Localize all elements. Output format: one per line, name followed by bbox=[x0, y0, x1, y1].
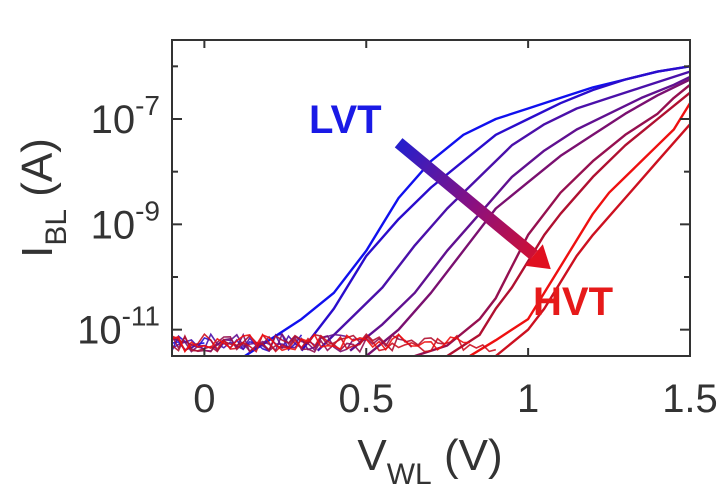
y-axis-label-sub: BL bbox=[40, 209, 73, 246]
series-line-curve-2 bbox=[300, 65, 690, 352]
x-axis-label-main: V bbox=[357, 431, 387, 480]
x-axis-label-unit: (V) bbox=[432, 431, 503, 480]
x-tick-label: 1.5 bbox=[662, 377, 718, 421]
y-axis-label: IBL (A) bbox=[13, 138, 73, 258]
noise-floor-curve-6 bbox=[172, 334, 413, 354]
series-line-curve-7 bbox=[446, 91, 690, 356]
series-line-curve-1 bbox=[242, 65, 690, 356]
series-line-curve-5 bbox=[365, 78, 690, 356]
series-line-curve-3 bbox=[316, 70, 690, 352]
trend-arrow-group bbox=[394, 138, 551, 270]
y-tick-label: 10-9 bbox=[91, 195, 160, 247]
plot-frame bbox=[171, 39, 691, 357]
x-tick-label: 0.5 bbox=[338, 377, 394, 421]
y-axis-label-unit: (A) bbox=[13, 138, 62, 209]
noise-floor-curve-9 bbox=[172, 333, 470, 354]
series-line-curve-8 bbox=[495, 123, 690, 356]
y-tick-label: 10-11 bbox=[77, 301, 160, 353]
x-axis-label-sub: WL bbox=[387, 458, 432, 491]
series-line-curve-6 bbox=[414, 83, 690, 356]
y-tick-label: 10-7 bbox=[91, 90, 160, 142]
series-layer bbox=[172, 65, 690, 356]
lvt-label: LVT bbox=[309, 98, 382, 142]
x-tick-label: 1 bbox=[517, 377, 539, 421]
x-axis-label: VWL (V) bbox=[357, 431, 502, 491]
trend-arrow-shaft bbox=[394, 138, 538, 260]
tick-layer: 0 0.5 1 1.5 10-7 10-9 10-11 bbox=[77, 40, 718, 421]
x-tick-label: 0 bbox=[193, 377, 215, 421]
noise-floor-curve-8 bbox=[172, 332, 497, 353]
hvt-label: HVT bbox=[533, 280, 613, 324]
y-axis-label-main: I bbox=[13, 246, 62, 258]
series-line-curve-4 bbox=[349, 75, 690, 352]
series-line-curve-9 bbox=[469, 102, 690, 356]
trend-arrow-head bbox=[524, 244, 551, 270]
